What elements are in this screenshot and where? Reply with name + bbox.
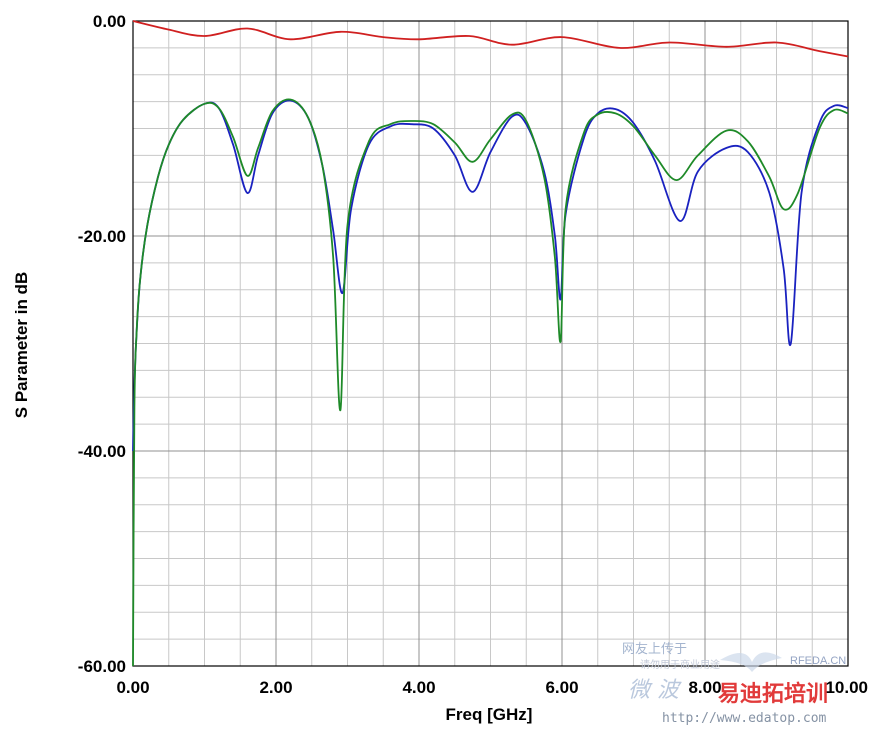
x-tick-label: 0.00 <box>116 678 149 697</box>
y-tick-label: -20.00 <box>78 227 126 246</box>
watermark: 网友上传于 请勿用于商业用途 RFEDA.CN 微 波 易迪拓培训 http:/… <box>622 641 846 726</box>
series-group <box>132 20 849 667</box>
x-tick-label: 2.00 <box>259 678 292 697</box>
y-tick-label: -60.00 <box>78 657 126 676</box>
watermark-site-text: 网友上传于 <box>622 641 687 656</box>
watermark-rfeda-text: RFEDA.CN <box>790 655 846 667</box>
x-axis-title: Freq [GHz] <box>446 705 533 724</box>
watermark-brand-right: 易迪拓培训 <box>718 681 828 707</box>
x-tick-label: 4.00 <box>402 678 435 697</box>
watermark-small-text: 请勿用于商业用途 <box>640 658 720 671</box>
series-line-1 <box>132 20 849 58</box>
y-tick-label: -40.00 <box>78 442 126 461</box>
plot-frame <box>132 20 849 667</box>
minor-grid <box>132 20 849 667</box>
series-line-3 <box>132 98 849 667</box>
y-tick-label: 0.00 <box>93 12 126 31</box>
watermark-brand-left: 微 波 <box>628 678 682 703</box>
watermark-url: http://www.edatop.com <box>662 711 827 726</box>
watermark-bird-icon <box>720 652 782 672</box>
x-tick-label: 10.00 <box>825 678 868 697</box>
y-axis-title: S Parameter in dB <box>12 272 31 418</box>
tick-labels: 0.00 2.00 4.00 6.00 8.00 10.00 0.00 -20.00 -40.0… <box>78 12 868 697</box>
x-tick-label: 8.00 <box>688 678 721 697</box>
x-tick-label: 6.00 <box>545 678 578 697</box>
